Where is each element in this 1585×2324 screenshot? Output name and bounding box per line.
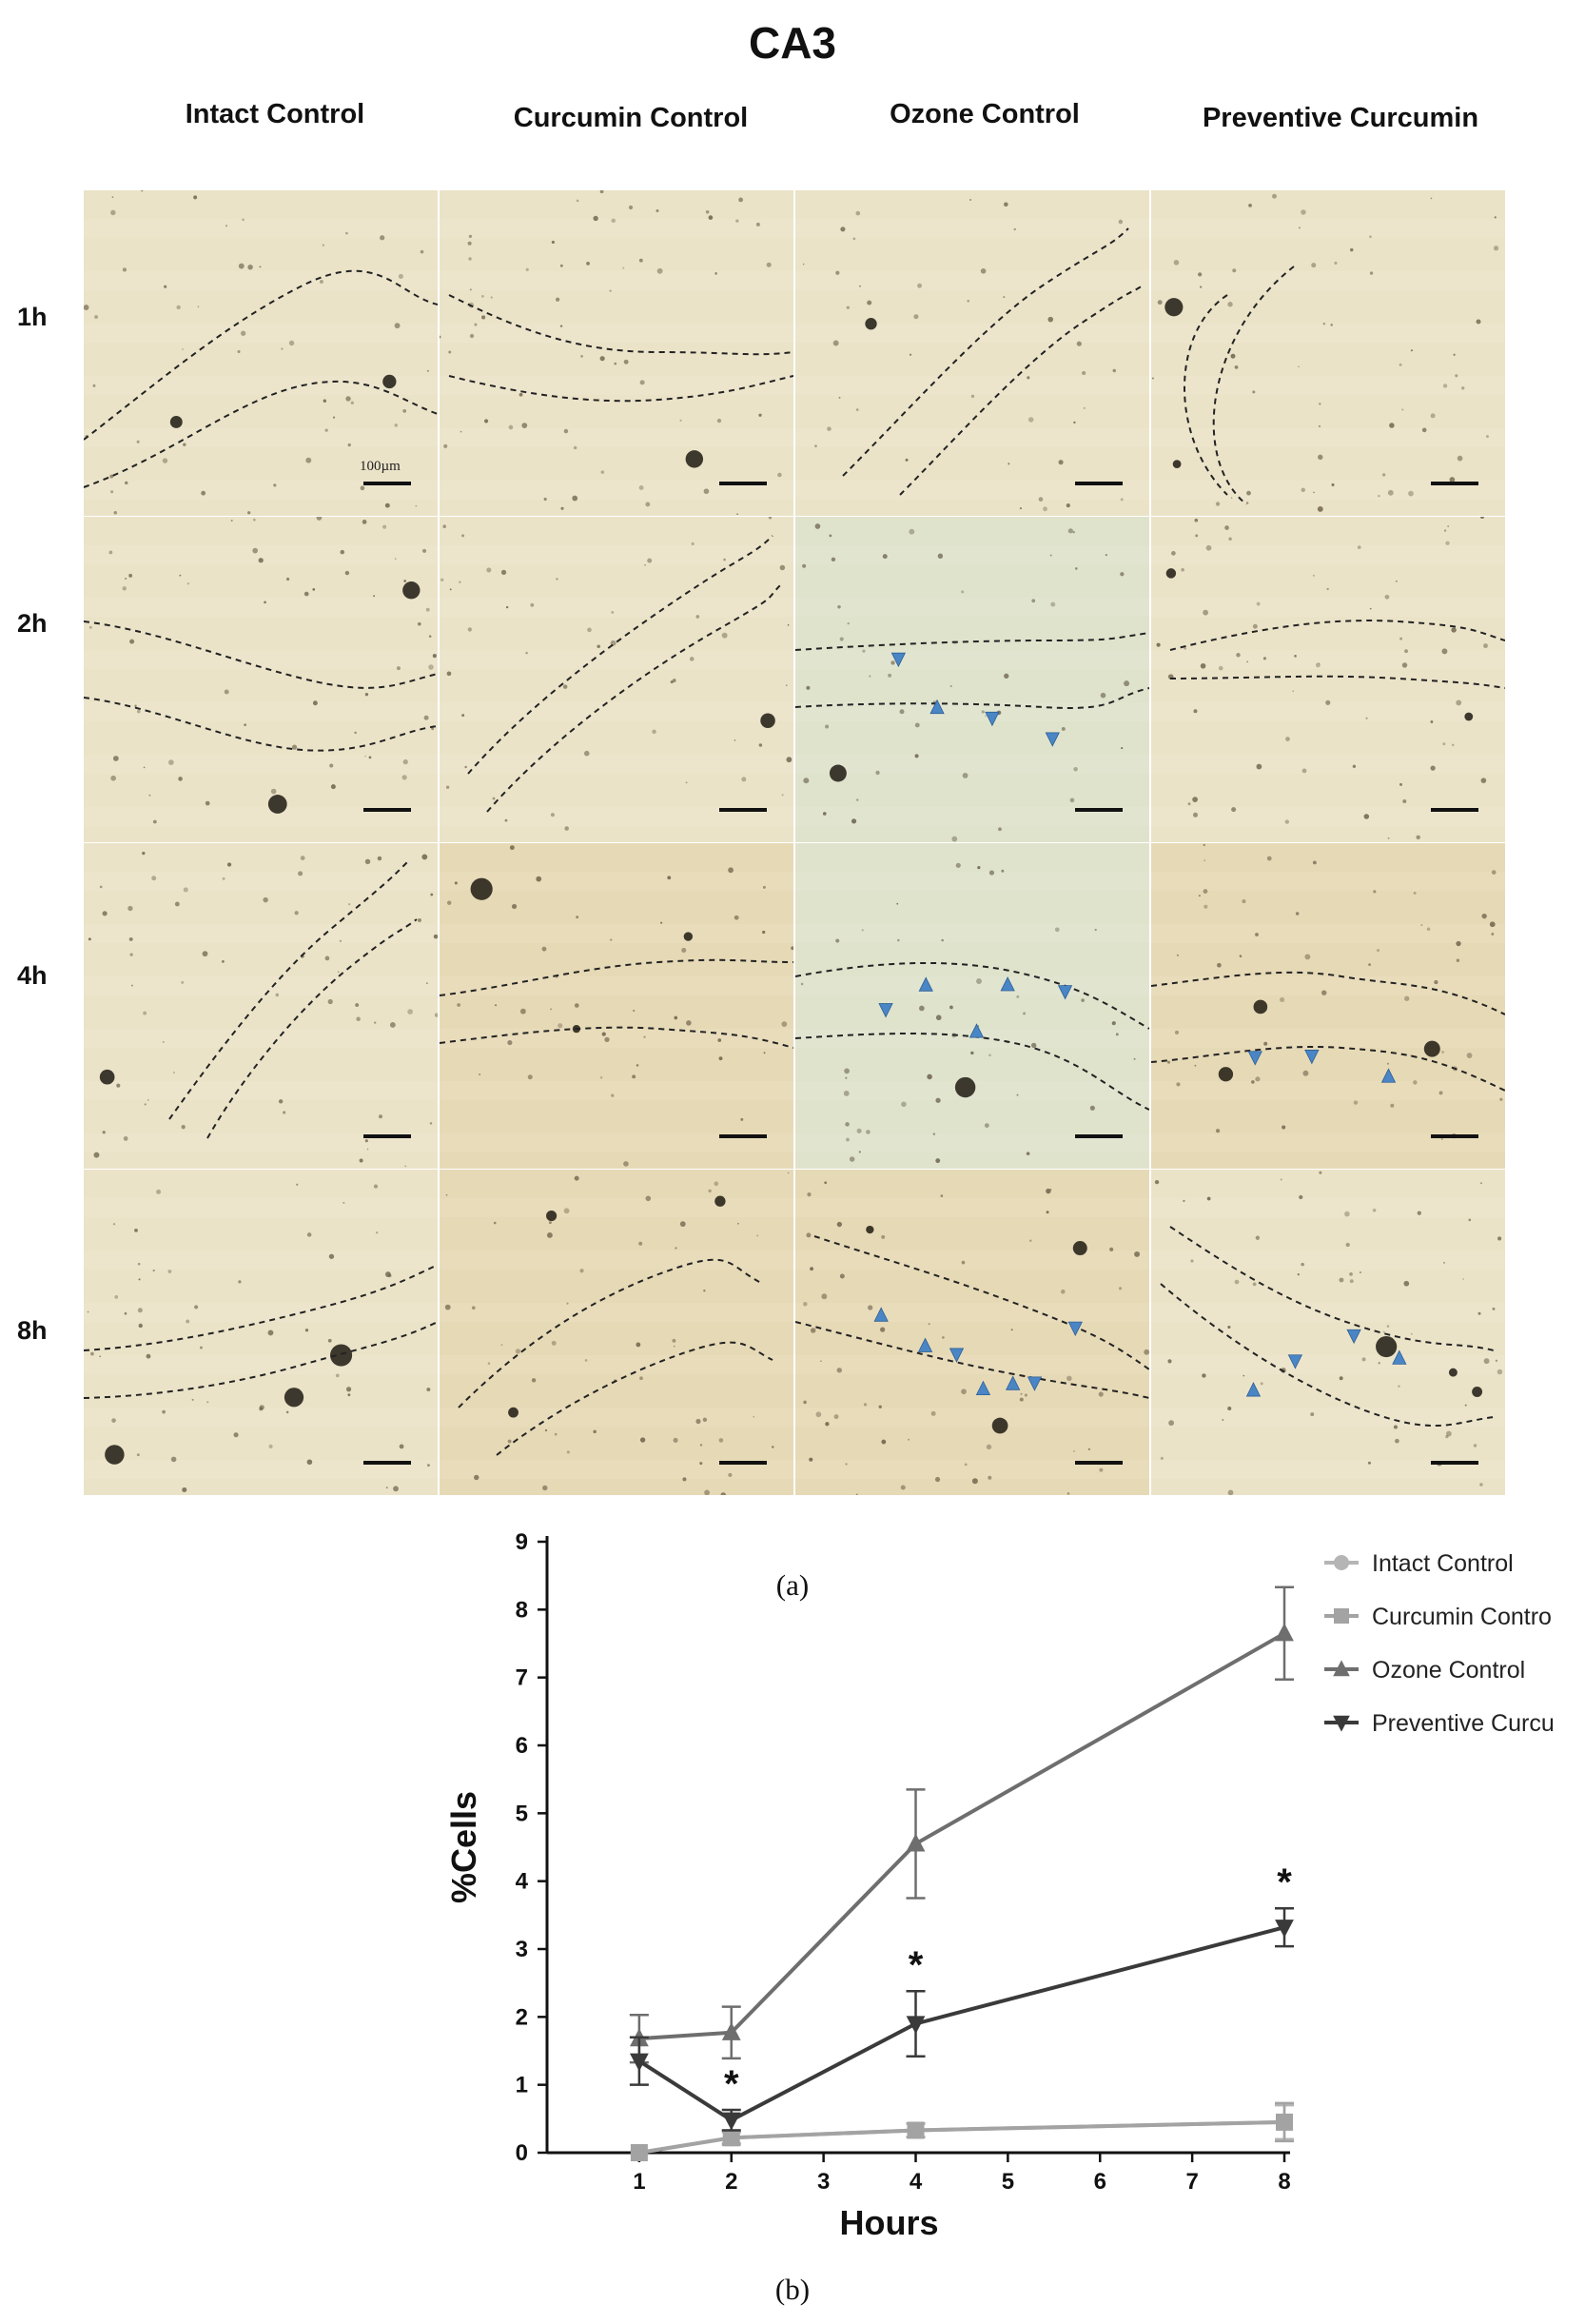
x-tick-label: 5 — [1002, 2169, 1014, 2195]
micrograph-2h-intact-control — [84, 517, 438, 842]
micrograph-1h-preventive-curcumin — [1151, 190, 1505, 516]
column-header-intact-control: Intact Control — [185, 99, 365, 129]
series-preventive-curcumin — [629, 1906, 1294, 2132]
chart-legend: Intact Control Curcumin Contro Ozone Contr… — [1324, 1550, 1555, 1737]
legend-label: Preventive Curcu — [1372, 1710, 1555, 1737]
micrograph-4h-ozone-control — [795, 843, 1149, 1169]
data-point-curcumin-control — [907, 2121, 925, 2139]
column-header-preventive-curcumin: Preventive Curcumin — [1202, 103, 1479, 133]
micrograph-2h-ozone-control — [795, 517, 1149, 842]
y-tick-label: 1 — [516, 2073, 528, 2098]
y-tick-label: 6 — [516, 1733, 528, 1759]
data-point-curcumin-control — [630, 2144, 648, 2161]
x-tick-label: 3 — [817, 2169, 830, 2195]
caption-a: (a) — [775, 1568, 810, 1602]
series-curcumin-control — [630, 2101, 1294, 2161]
data-point-ozone-control — [1275, 1623, 1294, 1642]
y-tick-label: 2 — [516, 2004, 528, 2030]
y-tick-label: 7 — [516, 1665, 528, 1691]
y-tick-label: 0 — [516, 2140, 528, 2166]
micrograph-2h-preventive-curcumin — [1151, 517, 1505, 842]
micrograph-1h-ozone-control — [795, 190, 1149, 516]
x-tick-label: 4 — [910, 2169, 923, 2195]
series-line-preventive-curcumin — [637, 1925, 1285, 2123]
row-label-1h: 1h — [17, 303, 48, 331]
data-point-preventive-curcumin — [629, 2053, 649, 2072]
significance-asterisk: * — [724, 2063, 739, 2105]
column-header-curcumin-control: Curcumin Control — [513, 103, 749, 133]
x-tick-label: 1 — [633, 2169, 645, 2195]
row-label-8h: 8h — [17, 1316, 48, 1345]
micrograph-1h-curcumin-control — [440, 190, 793, 516]
x-tick-label: 7 — [1185, 2169, 1198, 2195]
data-point-ozone-control — [721, 2021, 741, 2040]
row-label-2h: 2h — [17, 609, 48, 638]
micrograph-8h-ozone-control — [795, 1170, 1149, 1495]
y-tick-label: 4 — [516, 1869, 529, 1895]
data-point-preventive-curcumin — [721, 2112, 741, 2131]
data-point-curcumin-control — [722, 2129, 740, 2147]
caption-b: (b) — [774, 2273, 811, 2306]
y-tick-label: 8 — [516, 1597, 528, 1623]
micrograph-8h-preventive-curcumin — [1151, 1170, 1505, 1495]
y-tick-label: 5 — [516, 1801, 528, 1826]
micrograph-1h-intact-control: 100µm — [84, 190, 438, 516]
legend-label: Ozone Control — [1372, 1657, 1525, 1684]
legend-marker — [1334, 1555, 1349, 1570]
series-ozone-control — [629, 1585, 1294, 2064]
x-tick-label: 8 — [1278, 2169, 1290, 2195]
x-tick-label: 2 — [725, 2169, 737, 2195]
legend-label: Intact Control — [1372, 1550, 1514, 1577]
figure-title: CA3 — [748, 18, 837, 68]
micrograph-8h-curcumin-control — [440, 1170, 793, 1495]
micrograph-4h-intact-control — [84, 843, 438, 1169]
data-point-preventive-curcumin — [906, 2016, 926, 2035]
significance-asterisk: * — [1277, 1861, 1292, 1903]
row-label-4h: 4h — [17, 961, 48, 990]
y-tick-label: 9 — [516, 1529, 528, 1555]
x-tick-label: 6 — [1094, 2169, 1106, 2195]
y-axis-title: %Cells — [444, 1791, 483, 1903]
legend-marker — [1333, 1660, 1350, 1677]
chart-axes: 0 1 2 3 4 5 6 7 8 9 1 2 3 4 5 6 7 8 — [516, 1529, 1291, 2195]
legend-marker — [1334, 1608, 1349, 1624]
data-point-ozone-control — [906, 1833, 926, 1852]
legend-marker — [1333, 1715, 1350, 1732]
column-header-ozone-control: Ozone Control — [890, 99, 1080, 129]
y-tick-label: 3 — [516, 1937, 528, 1962]
micrograph-4h-curcumin-control — [440, 843, 793, 1169]
micrograph-8h-intact-control — [84, 1170, 438, 1495]
data-point-curcumin-control — [1276, 2113, 1293, 2131]
scale-bar-label: 100µm — [360, 459, 401, 474]
significance-asterisk: * — [909, 1944, 924, 1986]
series-line-ozone-control — [638, 1631, 1285, 2041]
micrograph-4h-preventive-curcumin — [1151, 843, 1505, 1169]
legend-label: Curcumin Contro — [1372, 1604, 1552, 1630]
x-axis-title: Hours — [839, 2203, 938, 2236]
data-point-preventive-curcumin — [1275, 1920, 1294, 1938]
series-line-curcumin-control — [638, 2119, 1285, 2155]
micrograph-2h-curcumin-control — [440, 517, 793, 842]
line-chart: 0 1 2 3 4 5 6 7 8 9 1 2 3 4 5 6 7 8 Hours %Cells * * * Intact C… — [444, 1529, 1555, 2236]
